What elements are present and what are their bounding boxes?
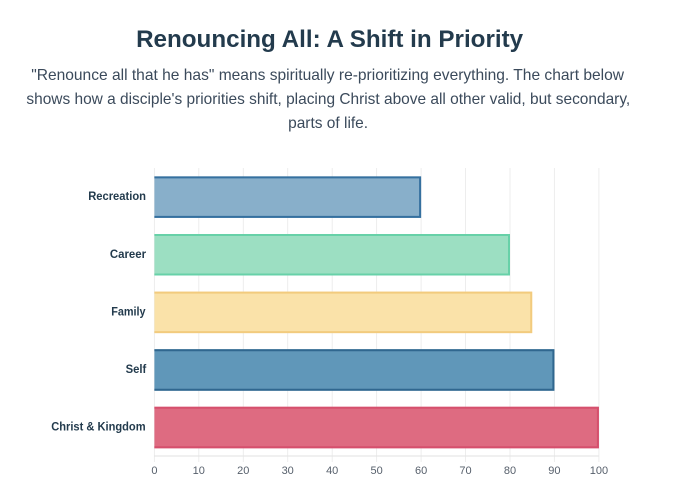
svg-text:60: 60 — [415, 465, 427, 477]
svg-text:40: 40 — [326, 465, 338, 477]
svg-text:Self: Self — [126, 364, 147, 376]
svg-text:0: 0 — [151, 465, 157, 477]
svg-text:Career: Career — [110, 249, 147, 261]
svg-text:Christ & Kingdom: Christ & Kingdom — [51, 422, 145, 434]
svg-text:Family: Family — [111, 306, 146, 318]
svg-text:70: 70 — [459, 465, 471, 477]
svg-text:90: 90 — [548, 465, 560, 477]
svg-text:Recreation: Recreation — [88, 191, 146, 203]
svg-text:80: 80 — [504, 465, 516, 477]
svg-text:parts of life.: parts of life. — [288, 115, 368, 132]
svg-text:50: 50 — [370, 465, 382, 477]
svg-text:100: 100 — [590, 465, 608, 477]
svg-text:20: 20 — [237, 465, 249, 477]
svg-text:Renouncing All: A Shift in Pri: Renouncing All: A Shift in Priority — [136, 26, 524, 53]
svg-text:10: 10 — [193, 465, 205, 477]
svg-text:"Renounce all that he has" mea: "Renounce all that he has" means spiritu… — [31, 67, 624, 84]
svg-text:30: 30 — [282, 465, 294, 477]
svg-text:shows how a disciple's priorit: shows how a disciple's priorities shift,… — [26, 91, 630, 108]
